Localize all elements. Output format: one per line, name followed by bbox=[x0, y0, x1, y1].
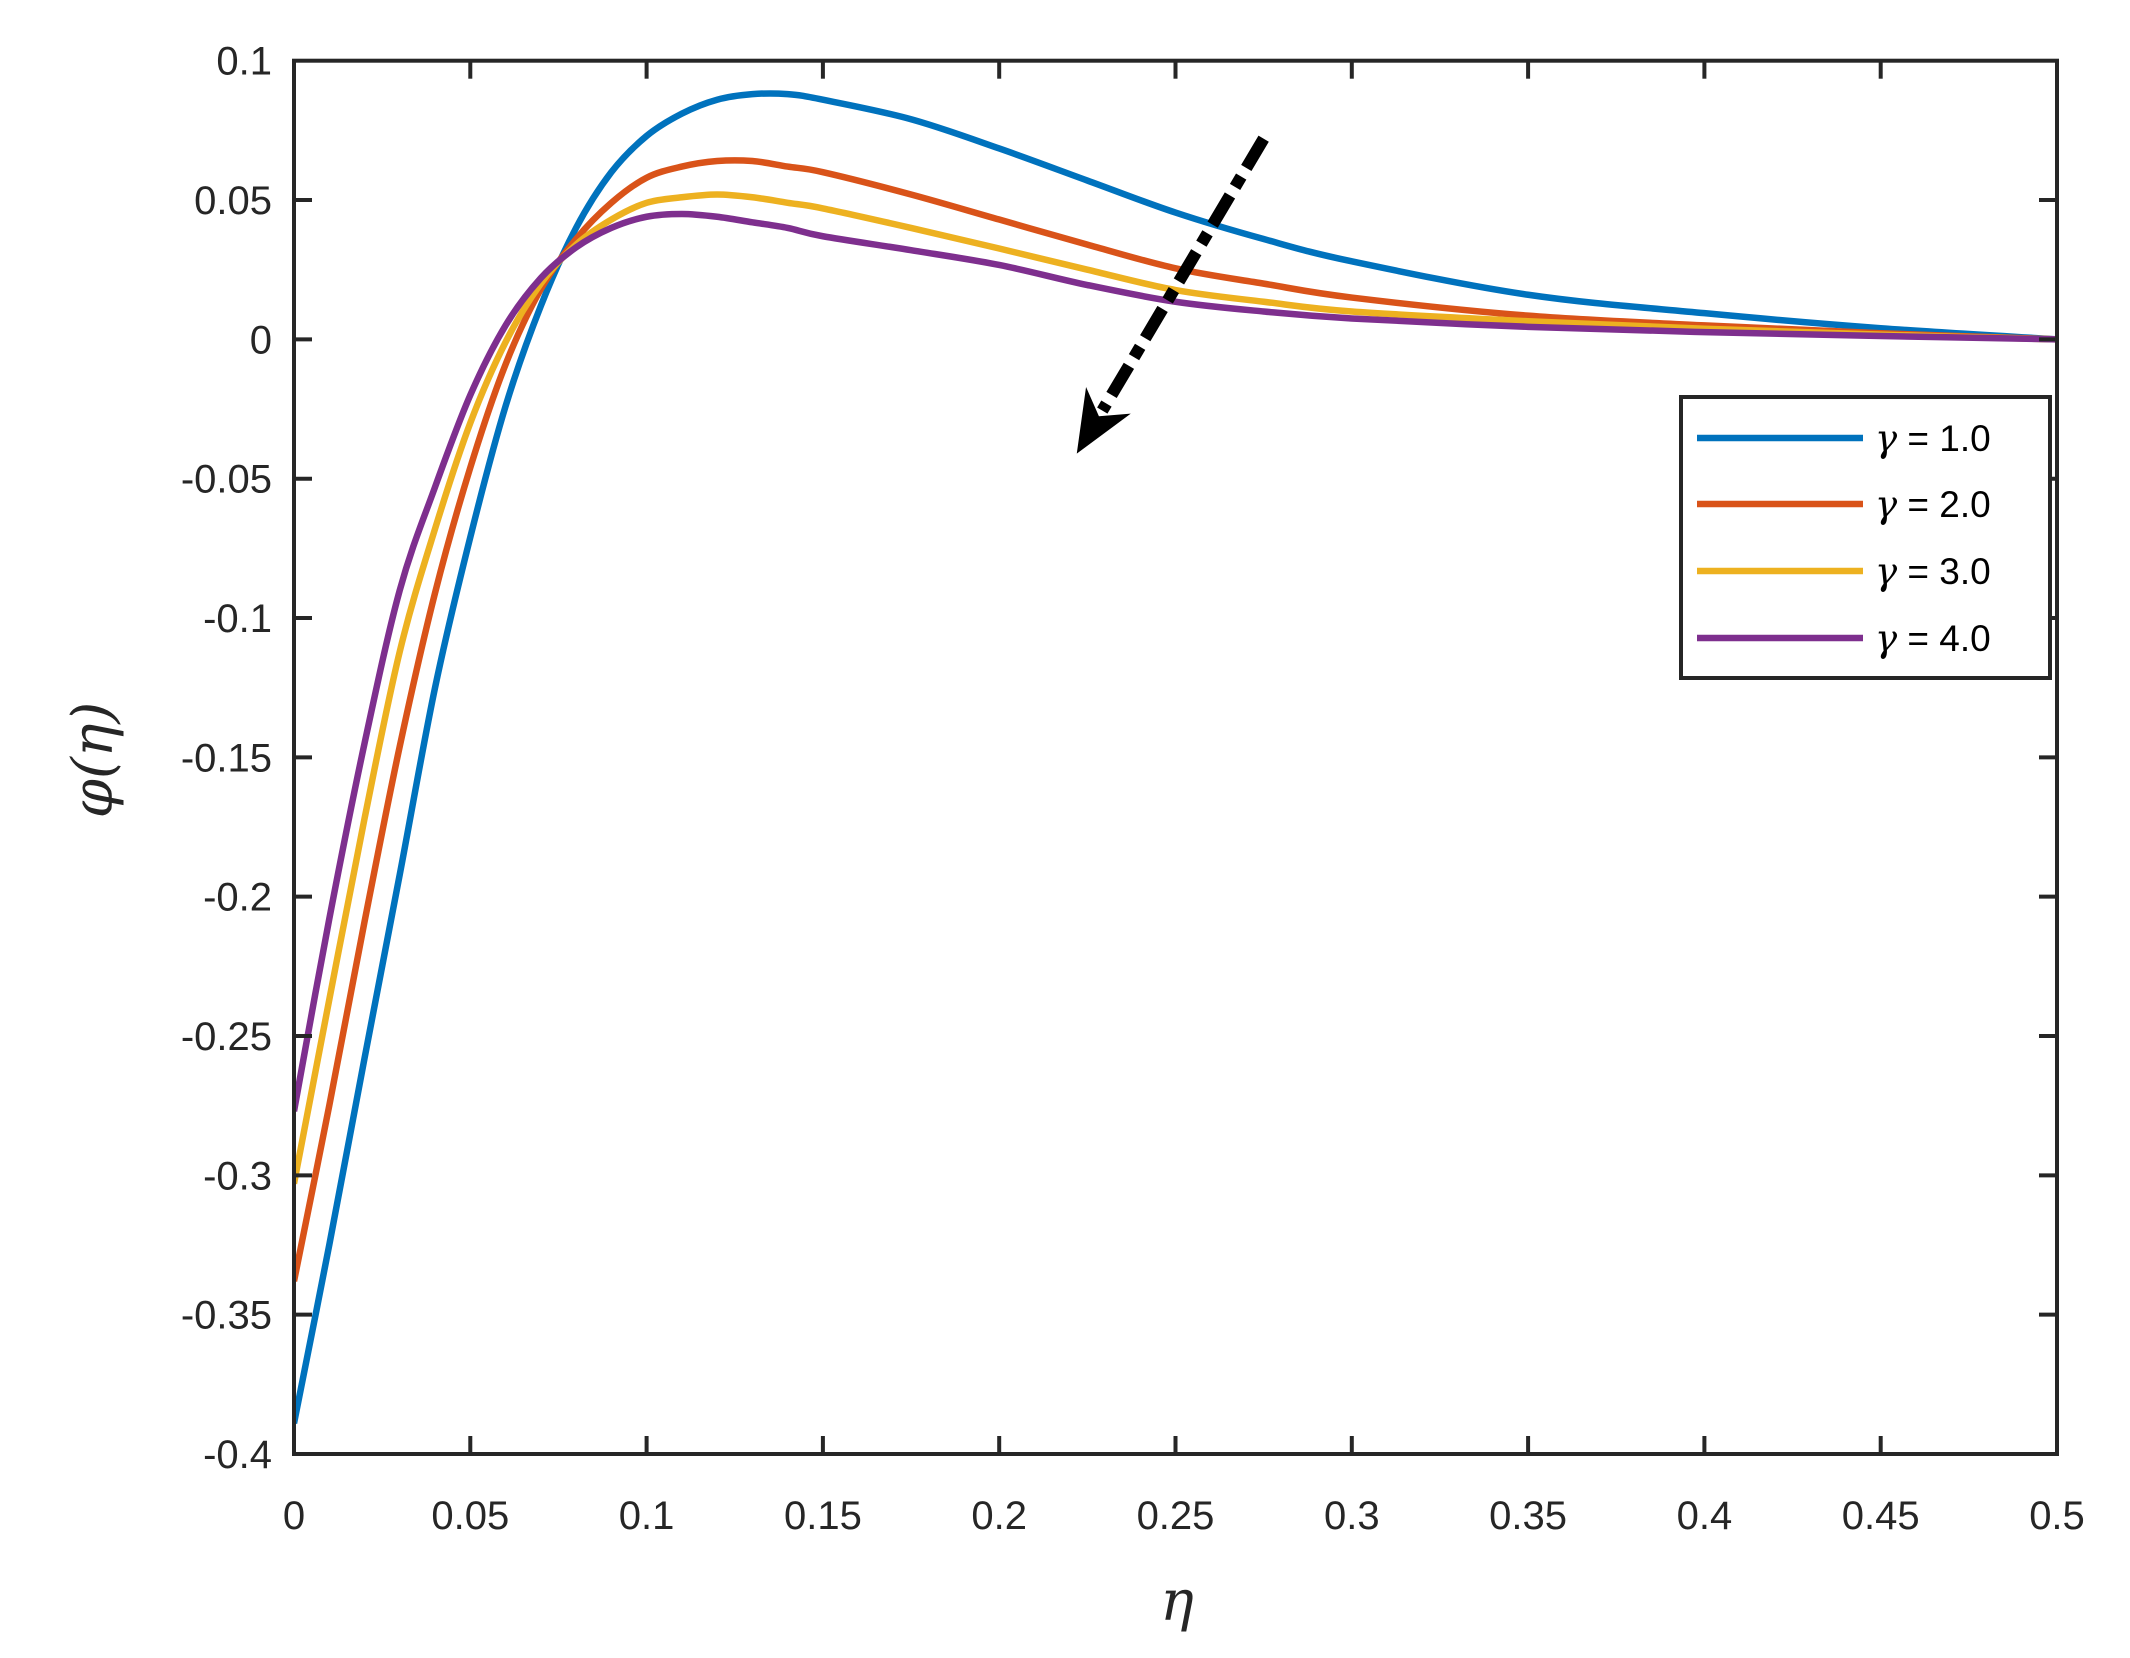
x-axis-label: η bbox=[1160, 1569, 1194, 1634]
legend-label-gamma-2: γ = 2.0 bbox=[1875, 483, 1991, 526]
x-tick-label: 0 bbox=[283, 1494, 305, 1538]
y-axis-ticks: 0.1 0.05 0 -0.05 -0.1 -0.15 -0.2 -0.25 -0.3 -0.35… bbox=[181, 40, 2057, 1477]
y-tick-label: -0.15 bbox=[181, 736, 272, 780]
y-tick-label: -0.2 bbox=[203, 876, 272, 920]
legend-box bbox=[1679, 395, 2052, 680]
y-axis-label: φ(η) bbox=[61, 702, 126, 818]
arrow-shaft bbox=[1097, 135, 1269, 414]
x-tick-label: 0.1 bbox=[619, 1494, 675, 1538]
x-tick-label: 0.25 bbox=[1137, 1494, 1215, 1538]
series-line-gamma-3 bbox=[294, 191, 2057, 1185]
y-tick-label: -0.3 bbox=[203, 1154, 272, 1198]
legend: γ = 1.0 γ = 2.0 γ = 3.0 γ = 4.0 bbox=[1679, 395, 2052, 680]
y-tick-label: -0.05 bbox=[181, 458, 272, 502]
x-axis-ticks: 0 0.05 0.1 0.15 0.2 0.25 0.3 0.35 0.4 0.45 0.5 bbox=[283, 60, 2085, 1538]
legend-item: γ = 1.0 bbox=[1697, 417, 1991, 460]
x-tick-label: 0.2 bbox=[971, 1494, 1027, 1538]
plot-area bbox=[294, 90, 2057, 1424]
x-tick-label: 0.3 bbox=[1324, 1494, 1380, 1538]
legend-item: γ = 2.0 bbox=[1697, 483, 1991, 526]
y-tick-label: -0.25 bbox=[181, 1015, 272, 1059]
x-tick-label: 0.15 bbox=[784, 1494, 862, 1538]
legend-item: γ = 4.0 bbox=[1697, 617, 1991, 660]
series-line-gamma-4 bbox=[294, 210, 2057, 1112]
y-tick-label: -0.35 bbox=[181, 1294, 272, 1338]
arrow-head-icon bbox=[1076, 387, 1131, 454]
y-tick-label: 0 bbox=[250, 318, 272, 362]
series-line-gamma-2 bbox=[294, 157, 2057, 1282]
x-tick-label: 0.05 bbox=[431, 1494, 509, 1538]
trend-arrow bbox=[1076, 135, 1269, 454]
series-layer bbox=[294, 90, 2057, 1424]
x-tick-label: 0.35 bbox=[1489, 1494, 1567, 1538]
y-tick-label: -0.1 bbox=[203, 597, 272, 641]
x-tick-label: 0.4 bbox=[1677, 1494, 1733, 1538]
y-tick-label: 0.1 bbox=[216, 40, 272, 84]
legend-label-gamma-4: γ = 4.0 bbox=[1875, 617, 1991, 660]
legend-label-gamma-1: γ = 1.0 bbox=[1875, 417, 1991, 460]
legend-label-gamma-3: γ = 3.0 bbox=[1875, 550, 1991, 593]
y-tick-label: -0.4 bbox=[203, 1433, 272, 1477]
y-tick-label: 0.05 bbox=[194, 179, 272, 223]
x-tick-label: 0.5 bbox=[2029, 1494, 2085, 1538]
series-line-gamma-1 bbox=[294, 90, 2057, 1424]
x-tick-label: 0.45 bbox=[1842, 1494, 1920, 1538]
legend-item: γ = 3.0 bbox=[1697, 550, 1991, 593]
